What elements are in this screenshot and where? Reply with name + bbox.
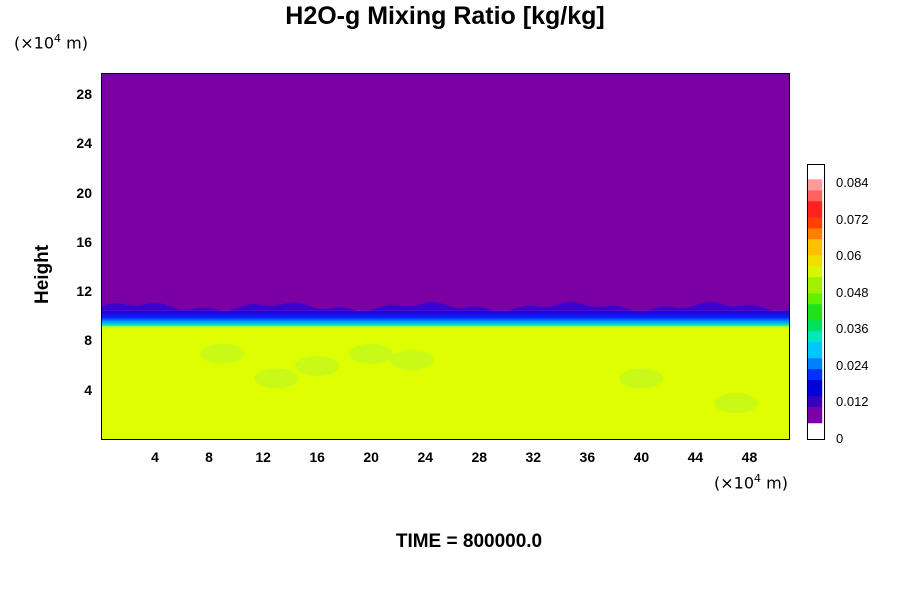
colorbar-swatch — [808, 406, 823, 413]
x-tick-label: 36 — [579, 449, 596, 465]
colorbar-swatch — [808, 363, 823, 370]
x-tick-label: 48 — [741, 449, 758, 465]
moist-patch — [389, 349, 434, 370]
colorbar-tick-label: 0 — [836, 431, 844, 446]
x-tick-label: 12 — [255, 449, 271, 465]
colorbar-swatch — [808, 233, 823, 240]
colorbar-swatch — [808, 320, 823, 326]
moist-patch — [295, 356, 340, 377]
x-tick-label: 32 — [525, 449, 542, 465]
x-tick-label: 44 — [687, 449, 704, 465]
x-tick-label: 4 — [151, 449, 159, 465]
colorbar-swatch — [808, 357, 823, 364]
colorbar-swatch — [808, 330, 823, 337]
colorbar-swatch — [808, 255, 823, 261]
colorbar-swatch — [808, 244, 823, 251]
x-tick-label: 8 — [205, 449, 213, 465]
x-axis-unit: (×104 m) — [714, 472, 788, 493]
colorbar-tick-label: 0.024 — [836, 357, 869, 373]
y-tick-label: 4 — [84, 381, 92, 398]
heatmap-texture — [101, 301, 790, 414]
colorbar-swatch — [808, 265, 823, 272]
y-tick-label: 24 — [76, 135, 92, 152]
x-tick-label: 20 — [363, 449, 379, 465]
plot-area — [101, 73, 790, 440]
colorbar-swatch — [808, 276, 823, 283]
x-tick-label: 28 — [471, 449, 488, 465]
colorbar-swatch — [808, 303, 823, 310]
region-transition-band — [101, 310, 790, 327]
colorbar-swatch — [808, 368, 823, 375]
colorbar-swatch — [808, 379, 823, 386]
colorbar — [807, 164, 825, 440]
colorbar-swatch — [808, 287, 823, 294]
colorbar-swatch — [808, 309, 823, 315]
y-axis-unit: (×104 m) — [14, 32, 88, 53]
x-tick-label: 16 — [309, 449, 325, 465]
y-tick-label: 12 — [76, 283, 92, 300]
colorbar-swatch — [808, 184, 823, 191]
colorbar-swatch — [808, 190, 823, 196]
colorbar-swatch — [808, 390, 823, 397]
time-label: TIME = 800000.0 — [395, 531, 543, 552]
colorbar-swatch — [808, 200, 823, 207]
moist-patch — [713, 393, 758, 414]
y-tick-label: 16 — [76, 233, 92, 250]
moist-patch — [349, 343, 394, 364]
colorbar-swatch — [808, 325, 823, 332]
colorbar-tick-label: 0.048 — [836, 284, 869, 300]
colorbar-tick-label: 0.084 — [836, 175, 869, 191]
colorbar-swatch — [808, 298, 823, 305]
moist-patch — [619, 368, 664, 389]
colorbar-swatch — [808, 222, 823, 229]
colorbar-swatch — [808, 314, 823, 321]
colorbar-tick-label: 0.06 — [836, 248, 862, 264]
colorbar-swatch — [808, 211, 823, 218]
x-tick-label: 24 — [417, 449, 434, 465]
colorbar-swatch — [808, 412, 823, 418]
plot-border — [101, 73, 790, 440]
colorbar-swatch — [808, 374, 823, 380]
colorbar-swatch — [808, 217, 823, 223]
chart-title: H2O-g Mixing Ratio [kg/kg] — [285, 2, 605, 30]
colorbar-tick-label: 0.072 — [836, 211, 869, 227]
colorbar-swatch — [808, 195, 823, 202]
colorbar-swatch — [808, 206, 823, 213]
colorbar-swatch — [808, 336, 823, 343]
colorbar-swatch — [808, 347, 823, 353]
y-tick-label: 20 — [76, 184, 92, 201]
colorbar-swatch — [808, 271, 823, 278]
colorbar-tick-label: 0.036 — [836, 321, 869, 337]
heatmap-field — [101, 73, 790, 440]
colorbar-swatch — [808, 341, 823, 348]
y-axis-label: Height — [32, 244, 53, 304]
colorbar-swatch — [808, 228, 823, 234]
colorbar-swatch — [808, 282, 823, 288]
colorbar-tick-label: 0.012 — [836, 394, 869, 410]
colorbar-swatch — [808, 249, 823, 256]
y-tick-label: 8 — [84, 332, 92, 349]
y-tick-label: 28 — [76, 86, 92, 103]
colorbar-swatch — [808, 292, 823, 299]
colorbar-swatch — [808, 385, 823, 391]
x-tick-label: 40 — [633, 449, 650, 465]
region-lower-moist-layer — [101, 326, 790, 440]
colorbar-swatch — [808, 260, 823, 267]
colorbar-swatch — [808, 352, 823, 359]
colorbar-swatch — [808, 238, 823, 245]
moist-patch — [200, 343, 245, 364]
region-upper-dry-layer — [101, 73, 790, 311]
colorbar-swatch — [808, 417, 823, 424]
colorbar-swatch — [808, 179, 823, 186]
moist-patch — [254, 368, 299, 389]
colorbar-swatch — [808, 401, 823, 408]
band-upper-edge — [101, 301, 790, 312]
colorbar-swatch — [808, 395, 823, 402]
